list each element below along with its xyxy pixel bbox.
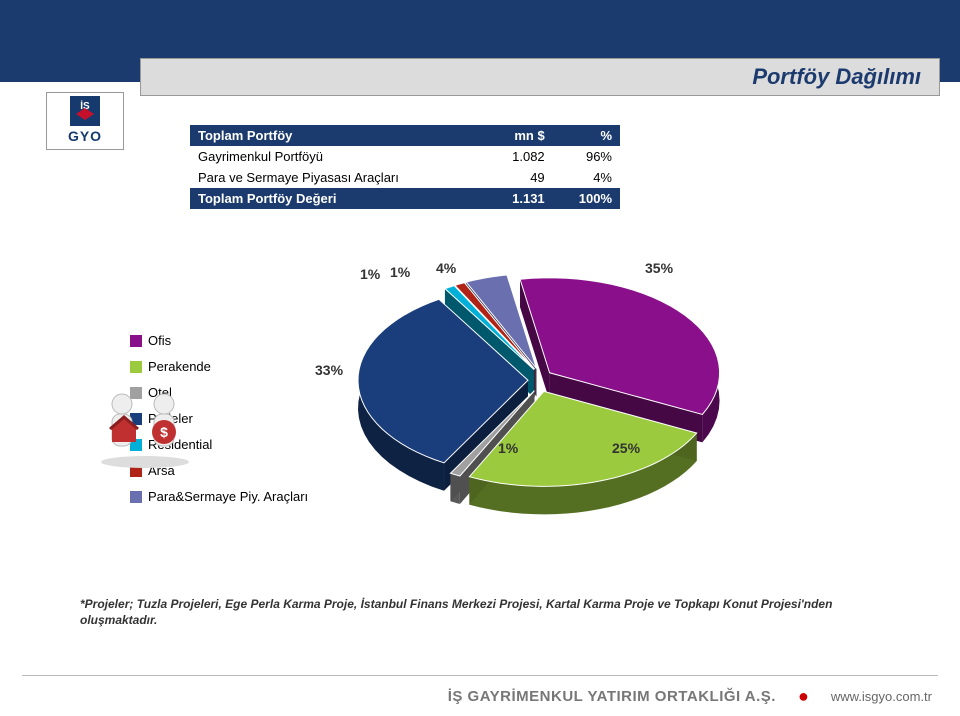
pct-label: 25% xyxy=(612,440,640,456)
cell: 1.082 xyxy=(486,146,552,167)
portfolio-table: Toplam Portföy mn $ % Gayrimenkul Portfö… xyxy=(190,125,620,209)
cell: Gayrimenkul Portföyü xyxy=(190,146,486,167)
footer: İŞ GAYRİMENKUL YATIRIM ORTAKLIĞI A.Ş. ● … xyxy=(0,676,960,716)
table-row: Gayrimenkul Portföyü 1.082 96% xyxy=(190,146,620,167)
pct-label: 35% xyxy=(645,260,673,276)
page-title: Portföy Dağılımı xyxy=(752,64,921,90)
legend-label: Perakende xyxy=(148,354,211,380)
legend-swatch xyxy=(130,335,142,347)
legend-label: Para&Sermaye Piy. Araçları xyxy=(148,484,308,510)
pct-label: 1% xyxy=(498,440,518,456)
pct-label: 1% xyxy=(390,264,410,280)
cell: 1.131 xyxy=(486,188,552,209)
cell: 49 xyxy=(486,167,552,188)
table-header-row: Toplam Portföy mn $ % xyxy=(190,125,620,146)
legend-item: Para&Sermaye Piy. Araçları xyxy=(130,484,308,510)
pct-label: 4% xyxy=(436,260,456,276)
pct-label: 1% xyxy=(360,266,380,282)
cell: 96% xyxy=(553,146,620,167)
decorative-figure-icon: $ xyxy=(90,380,200,475)
legend-swatch xyxy=(130,361,142,373)
table-header: mn $ xyxy=(486,125,552,146)
cell: 100% xyxy=(553,188,620,209)
table-header: Toplam Portföy xyxy=(190,125,486,146)
pct-label: 33% xyxy=(315,362,343,378)
legend-label: Ofis xyxy=(148,328,171,354)
logo-text: GYO xyxy=(68,128,102,144)
table-header: % xyxy=(553,125,620,146)
cell: 4% xyxy=(553,167,620,188)
cell: Toplam Portföy Değeri xyxy=(190,188,486,209)
footer-url: www.isgyo.com.tr xyxy=(831,689,932,704)
table-footer-row: Toplam Portföy Değeri 1.131 100% xyxy=(190,188,620,209)
logo: İŞ GYO xyxy=(46,92,124,150)
legend-item: Ofis xyxy=(130,328,308,354)
table-row: Para ve Sermaye Piyasası Araçları 49 4% xyxy=(190,167,620,188)
legend-swatch xyxy=(130,491,142,503)
pie-chart xyxy=(290,240,790,570)
logo-mark-icon: İŞ xyxy=(70,96,100,126)
footer-company: İŞ GAYRİMENKUL YATIRIM ORTAKLIĞI A.Ş. xyxy=(448,688,776,705)
svg-text:$: $ xyxy=(160,424,168,440)
chart-area: 1% 1% 4% 35% 1% 25% 33% OfisPerakendeOte… xyxy=(90,240,870,570)
footnote: *Projeler; Tuzla Projeleri, Ege Perla Ka… xyxy=(80,596,840,628)
legend-item: Perakende xyxy=(130,354,308,380)
title-bar: Portföy Dağılımı xyxy=(140,58,940,96)
cell: Para ve Sermaye Piyasası Araçları xyxy=(190,167,486,188)
